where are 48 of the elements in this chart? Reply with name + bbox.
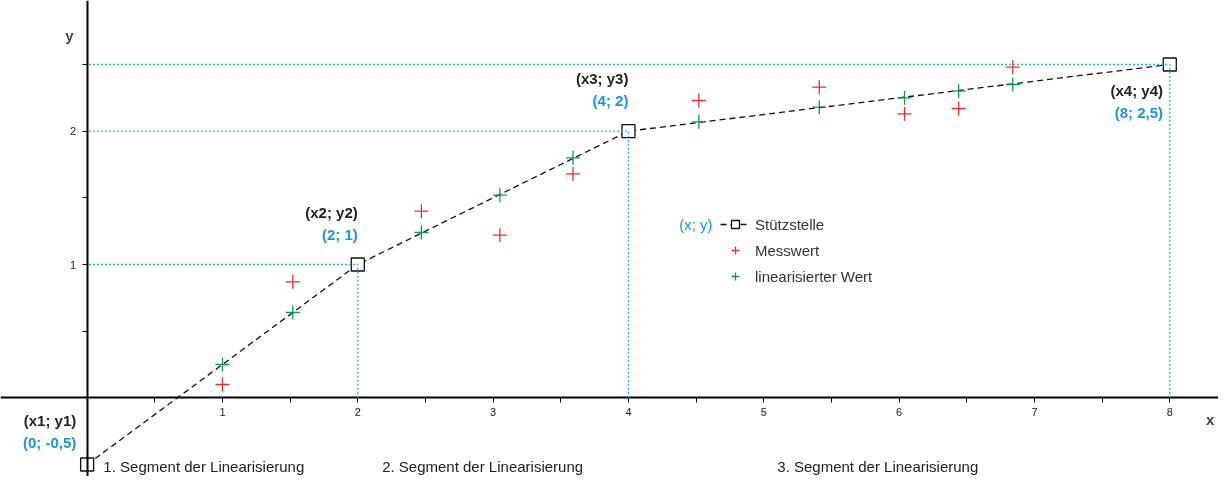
point [285, 274, 301, 290]
point [811, 99, 827, 115]
point [350, 257, 365, 272]
x-tick-label: 6 [896, 405, 903, 418]
annotation: (4; 2) [592, 92, 629, 110]
annotation: 1. Segment der Linearisierung [103, 457, 305, 475]
x-tick-label: 7 [1031, 405, 1038, 418]
x-axis-title: x [1206, 411, 1216, 429]
point [413, 224, 430, 241]
annotation: (x1; y1) [23, 411, 77, 429]
point [896, 106, 913, 122]
annotation: (x2; y2) [305, 203, 358, 221]
point [492, 187, 508, 203]
point [1005, 76, 1021, 93]
annotation: (x; y) [679, 216, 713, 233]
x-tick-label: 2 [354, 405, 361, 418]
point [896, 90, 913, 106]
point [951, 100, 967, 117]
annotation: (2; 1) [321, 225, 358, 243]
point [951, 83, 967, 99]
point [621, 124, 636, 139]
x-tick-label: 3 [490, 405, 497, 418]
annotation: (x4; y4) [1110, 81, 1164, 99]
point [691, 92, 707, 109]
point [565, 166, 581, 182]
annotation: (8; 2,5) [1114, 103, 1164, 121]
annotation: 3. Segment der Linearisierung [777, 457, 979, 475]
legend-label: Messwert [755, 241, 820, 259]
x-tick-label: 1 [219, 405, 226, 418]
annotation: (x3; y3) [575, 70, 629, 88]
x-tick-label: 4 [625, 405, 632, 418]
legend-label: linearisierter Wert [755, 267, 873, 285]
x-tick-label: 8 [1166, 405, 1173, 418]
annotation: 2. Segment der Linearisierung [382, 457, 584, 475]
point [1162, 57, 1177, 72]
point [214, 356, 231, 373]
point [691, 114, 707, 130]
annotation: (0; -0,5) [22, 433, 77, 451]
y-axis-title: y [65, 27, 75, 45]
point [214, 376, 231, 393]
legend-label: Stützstelle [755, 215, 825, 233]
point [1005, 59, 1021, 75]
point [492, 227, 508, 243]
point [285, 304, 301, 321]
point [413, 203, 430, 219]
point [811, 79, 827, 95]
point [565, 150, 581, 166]
x-tick-label: 5 [760, 405, 767, 418]
